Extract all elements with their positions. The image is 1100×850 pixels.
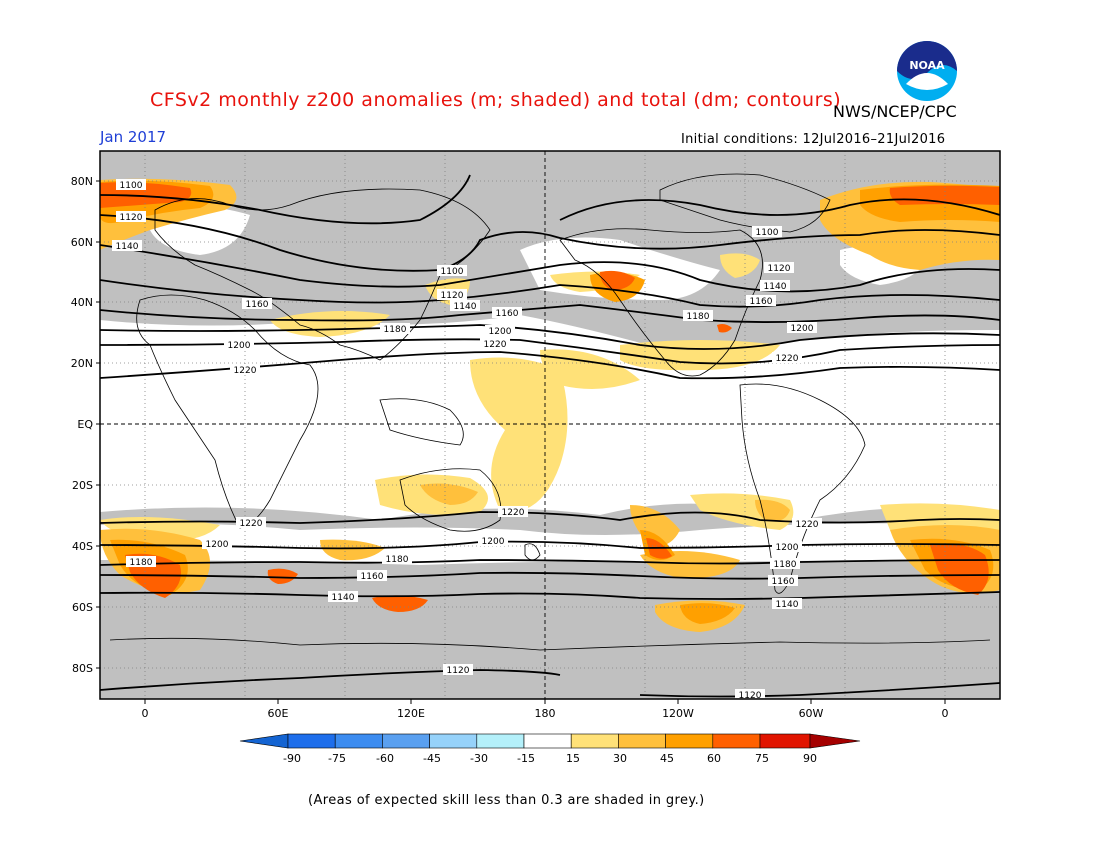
equator-dateline — [100, 151, 1000, 699]
contour-label: 1140 — [454, 302, 477, 312]
lat-label: 40S — [72, 540, 93, 553]
contour-label: 1160 — [772, 577, 795, 587]
map-frame — [99, 150, 1001, 700]
lon-label: 60E — [268, 707, 289, 720]
shading-layer — [100, 151, 1000, 699]
contour-label: 1160 — [496, 309, 519, 319]
lat-label: 20N — [71, 357, 93, 370]
contour-label: 1160 — [361, 572, 384, 582]
colorbar-neg-arrow — [239, 733, 289, 749]
lat-label: 40N — [71, 296, 93, 309]
contour-label: 1220 — [240, 519, 263, 529]
contour-label: 1200 — [489, 327, 512, 337]
contour-label: 1220 — [776, 354, 799, 364]
forecast-month-label: Jan 2017 — [100, 128, 167, 146]
height-contours — [100, 174, 1000, 698]
colorbar-ticks: -90 -75 -60 -45 -30 -15 15 30 45 60 75 9… — [283, 752, 817, 765]
contour-label: 1140 — [776, 600, 799, 610]
colorbar-tick: 60 — [707, 752, 721, 765]
contour-label: 1160 — [750, 297, 773, 307]
contour-label: 1180 — [130, 558, 153, 568]
colorbar-tick: -90 — [283, 752, 301, 765]
contour-label: 1220 — [234, 366, 257, 376]
lat-label: 60S — [72, 601, 93, 614]
contour-label-group: 1100 1120 1140 1160 1180 1200 1220 1100 … — [112, 179, 822, 701]
figure-title: CFSv2 monthly z200 anomalies (m; shaded)… — [150, 89, 842, 111]
contour-label: 1200 — [776, 543, 799, 553]
contour-label: 1200 — [791, 324, 814, 334]
lon-label: 180 — [535, 707, 556, 720]
lon-label: 60W — [799, 707, 824, 720]
contour-label: 1200 — [482, 537, 505, 547]
lat-label: EQ — [77, 418, 93, 431]
latitude-ticks — [96, 180, 100, 669]
longitude-axis: 0 60E 120E 180 120W 60W 0 — [142, 707, 949, 720]
contour-label: 1140 — [764, 282, 787, 292]
agency-label: NWS/NCEP/CPC — [833, 102, 957, 121]
lon-label: 0 — [942, 707, 949, 720]
contour-label: 1200 — [228, 341, 251, 351]
neutral-band-southern — [100, 523, 1000, 565]
colorbar-tick: 30 — [613, 752, 627, 765]
contour-label: 1140 — [332, 593, 355, 603]
contour-label: 1220 — [502, 508, 525, 518]
longitude-ticks — [144, 699, 946, 704]
lon-label: 120E — [397, 707, 425, 720]
colorbar-pos-arrow — [809, 733, 861, 749]
contour-label: 1100 — [756, 228, 779, 238]
latitude-axis: 80N 60N 40N 20N EQ 20S 40S 60S 80S — [71, 175, 94, 675]
lat-label: 80N — [71, 175, 93, 188]
contour-label: 1180 — [687, 312, 710, 322]
colorbar-tick: -75 — [328, 752, 346, 765]
contour-label: 1120 — [120, 213, 143, 223]
contour-label: 1160 — [246, 300, 269, 310]
skill-footnote: (Areas of expected skill less than 0.3 a… — [308, 793, 705, 808]
lat-label: 80S — [72, 662, 93, 675]
contour-label: 1180 — [774, 560, 797, 570]
contour-label: 1120 — [768, 264, 791, 274]
colorbar-tick: -45 — [423, 752, 441, 765]
colorbar-tick: 90 — [803, 752, 817, 765]
colorbar-tick: -60 — [376, 752, 394, 765]
colorbar-tick: -15 — [517, 752, 535, 765]
lat-label: 60N — [71, 236, 93, 249]
graticule — [100, 151, 1000, 699]
contour-label: 1180 — [386, 555, 409, 565]
contour-label: 1120 — [447, 666, 470, 676]
initial-conditions-label: Initial conditions: 12Jul2016–21Jul2016 — [681, 132, 946, 147]
contour-label: 1100 — [441, 267, 464, 277]
lon-label: 0 — [142, 707, 149, 720]
colorbar-tick: 45 — [660, 752, 674, 765]
contour-label: 1140 — [116, 242, 139, 252]
noaa-logo: NOAA — [896, 40, 958, 102]
contour-label: 1120 — [441, 291, 464, 301]
colorbar — [239, 733, 861, 749]
contour-label: 1120 — [739, 691, 762, 701]
lon-label: 120W — [662, 707, 694, 720]
coastlines — [109, 173, 991, 651]
contour-label: 1220 — [796, 520, 819, 530]
logo-text: NOAA — [909, 59, 945, 72]
colorbar-tick: -30 — [470, 752, 488, 765]
colorbar-tick: 75 — [755, 752, 769, 765]
contour-label: 1100 — [120, 181, 143, 191]
lat-label: 20S — [72, 479, 93, 492]
contour-label: 1180 — [384, 325, 407, 335]
contour-label: 1220 — [484, 340, 507, 350]
colorbar-tick: 15 — [566, 752, 580, 765]
contour-label: 1200 — [206, 540, 229, 550]
